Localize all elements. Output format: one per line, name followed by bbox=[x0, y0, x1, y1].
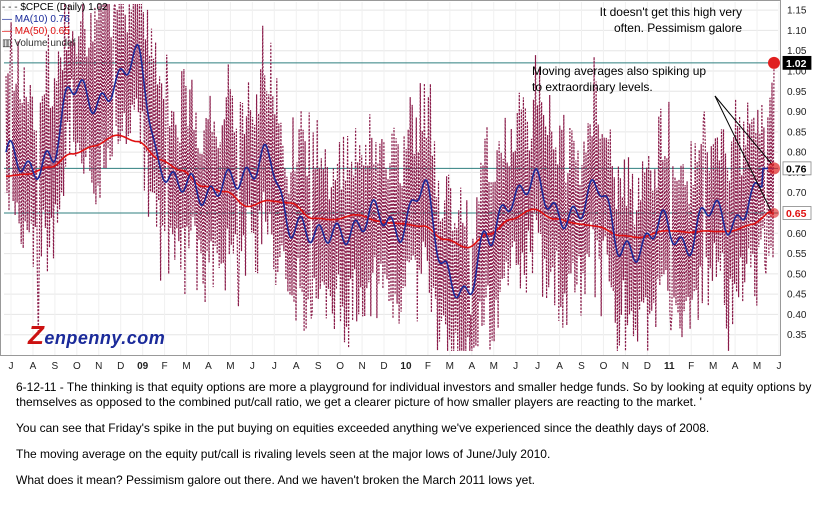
x-tick-label: S bbox=[52, 361, 59, 372]
x-tick-label: A bbox=[468, 361, 475, 372]
spike-highlight-dot bbox=[768, 56, 780, 69]
ma10-highlight-dot bbox=[768, 162, 780, 175]
annotation-arrows bbox=[714, 56, 780, 218]
caption-paragraph-4: What does it mean? Pessimism galore out … bbox=[16, 473, 536, 487]
x-tick-label: N bbox=[95, 361, 102, 372]
svg-text:0.65: 0.65 bbox=[786, 208, 807, 220]
x-tick-label: M bbox=[709, 361, 717, 372]
x-tick-label: D bbox=[380, 361, 387, 372]
annotation-ma: Moving averages also spiking up to extra… bbox=[532, 64, 707, 94]
x-tick-label: N bbox=[358, 361, 365, 372]
x-tick-label: F bbox=[425, 361, 431, 372]
x-tick-label: D bbox=[644, 361, 651, 372]
x-tick-label: 10 bbox=[400, 361, 412, 372]
x-tick-label: 09 bbox=[137, 361, 149, 372]
x-tick-label: M bbox=[753, 361, 761, 372]
y-tick-label: 0.40 bbox=[787, 310, 807, 321]
y-tick-label: 1.00 bbox=[787, 66, 807, 77]
arrow-to-ma10 bbox=[714, 95, 773, 165]
value-tags: 1.02 0.76 0.65 bbox=[782, 55, 812, 220]
y-tick-label: 0.90 bbox=[787, 107, 807, 118]
plot-frame bbox=[0, 0, 781, 356]
x-tick-label: S bbox=[315, 361, 322, 372]
x-tick-label: O bbox=[73, 361, 81, 372]
caption-paragraph-1: 6-12-11 - The thinking is that equity op… bbox=[16, 380, 812, 409]
svg-text:0.76: 0.76 bbox=[786, 163, 807, 175]
y-tick-label: 1.10 bbox=[787, 26, 807, 37]
y-tick-label: 0.70 bbox=[787, 188, 807, 199]
x-tick-label: S bbox=[578, 361, 585, 372]
y-tick-label: 0.45 bbox=[787, 290, 807, 301]
x-tick-label: M bbox=[182, 361, 190, 372]
x-tick-label: J bbox=[250, 361, 255, 372]
x-tick-label: O bbox=[600, 361, 608, 372]
x-tick-label: D bbox=[117, 361, 124, 372]
ma10-last-value-tag: 0.76 bbox=[782, 161, 812, 175]
legend-volume: ▥ Volume undef bbox=[2, 38, 76, 49]
x-tick-label: A bbox=[293, 361, 300, 372]
legend-ma10: — MA(10) 0.76 bbox=[2, 14, 70, 25]
chart-legend: - - - $CPCE (Daily) 1.02 — MA(10) 0.76 —… bbox=[2, 2, 108, 50]
zenpenny-logo: Zenpenny.com bbox=[28, 320, 166, 350]
article-caption: 6-12-11 - The thinking is that equity op… bbox=[16, 380, 816, 499]
cpce-series-line bbox=[5, 3, 775, 351]
svg-text:1.02: 1.02 bbox=[786, 58, 807, 70]
x-tick-label: J bbox=[513, 361, 518, 372]
x-tick-label: J bbox=[9, 361, 14, 372]
x-tick-label: O bbox=[336, 361, 344, 372]
y-tick-label: 0.35 bbox=[787, 330, 807, 341]
y-tick-label: 1.05 bbox=[787, 46, 807, 57]
ma50-last-value-tag: 0.65 bbox=[782, 206, 812, 220]
x-tick-label: A bbox=[30, 361, 37, 372]
x-tick-label: J bbox=[777, 361, 782, 372]
x-tick-label: F bbox=[162, 361, 168, 372]
annotation-top: It doesn't get this high very often. Pes… bbox=[599, 5, 742, 35]
x-tick-label: A bbox=[556, 361, 563, 372]
x-tick-labels: J A S O N D 09 F M A M J J A S O N D 10 F M A M J J A S O N D 11 F M A M J bbox=[9, 361, 782, 372]
legend-ma50: — MA(50) 0.65 bbox=[2, 26, 70, 37]
x-tick-label: M bbox=[226, 361, 234, 372]
x-tick-label: 11 bbox=[664, 361, 675, 372]
y-tick-label: 0.55 bbox=[787, 249, 807, 260]
legend-cpce: - - - $CPCE (Daily) 1.02 bbox=[2, 2, 108, 13]
y-tick-label: 0.95 bbox=[787, 87, 807, 98]
x-tick-label: A bbox=[732, 361, 739, 372]
x-tick-label: J bbox=[272, 361, 277, 372]
x-tick-label: M bbox=[490, 361, 498, 372]
caption-paragraph-2: You can see that Friday's spike in the p… bbox=[16, 421, 710, 435]
arrow-to-ma50 bbox=[714, 95, 773, 214]
caption-paragraph-3: The moving average on the equity put/cal… bbox=[16, 447, 551, 461]
x-tick-label: A bbox=[205, 361, 212, 372]
x-tick-label: N bbox=[622, 361, 629, 372]
ma50-highlight-dot bbox=[769, 207, 779, 218]
ma10-series-line bbox=[5, 43, 774, 299]
y-tick-label: 0.50 bbox=[787, 269, 807, 280]
cpce-last-value-tag: 1.02 bbox=[782, 55, 812, 70]
y-tick-label: 0.80 bbox=[787, 148, 807, 159]
x-tick-label: M bbox=[446, 361, 454, 372]
y-tick-label: 0.60 bbox=[787, 229, 807, 240]
x-tick-label: F bbox=[688, 361, 694, 372]
y-tick-label: 1.15 bbox=[787, 6, 807, 17]
ma50-series-line bbox=[5, 134, 774, 249]
y-tick-label: 0.85 bbox=[787, 127, 807, 138]
x-tick-label: J bbox=[535, 361, 540, 372]
